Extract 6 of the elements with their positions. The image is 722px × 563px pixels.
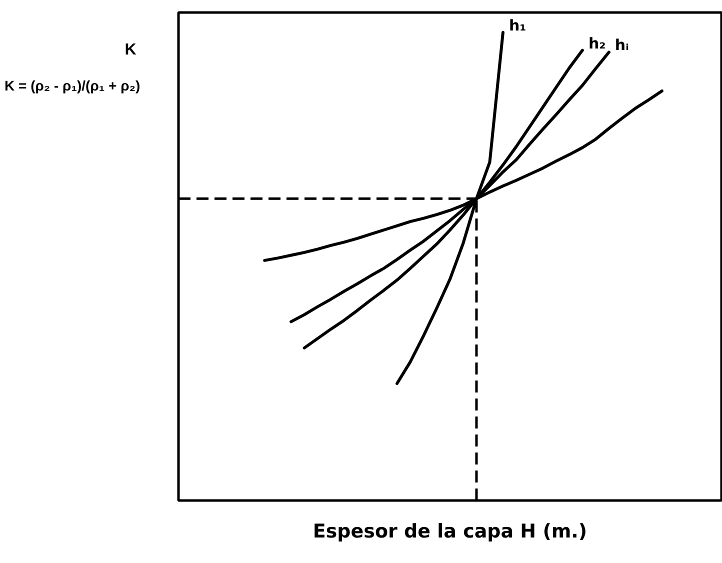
series-label: h₂ [588, 34, 606, 52]
series-label: hᵢ [614, 36, 629, 54]
series-label: h₁ [508, 16, 526, 34]
text: K = (ρ₂ - ρ₁)/(ρ₁ + ρ₂) [4, 77, 140, 94]
x-axis-title: Espesor de la capa H (m.) [312, 520, 588, 542]
y-axis-title: K [124, 41, 137, 58]
